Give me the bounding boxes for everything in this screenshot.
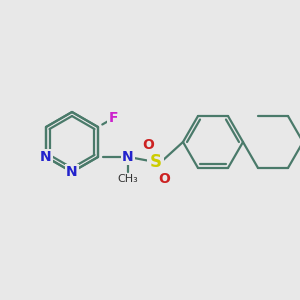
Text: N: N	[66, 165, 78, 179]
Text: S: S	[150, 153, 162, 171]
Text: O: O	[142, 138, 154, 152]
Text: N: N	[122, 150, 134, 164]
Text: O: O	[158, 172, 170, 186]
Text: F: F	[109, 111, 118, 125]
Text: N: N	[40, 150, 52, 164]
Text: CH₃: CH₃	[118, 174, 138, 184]
